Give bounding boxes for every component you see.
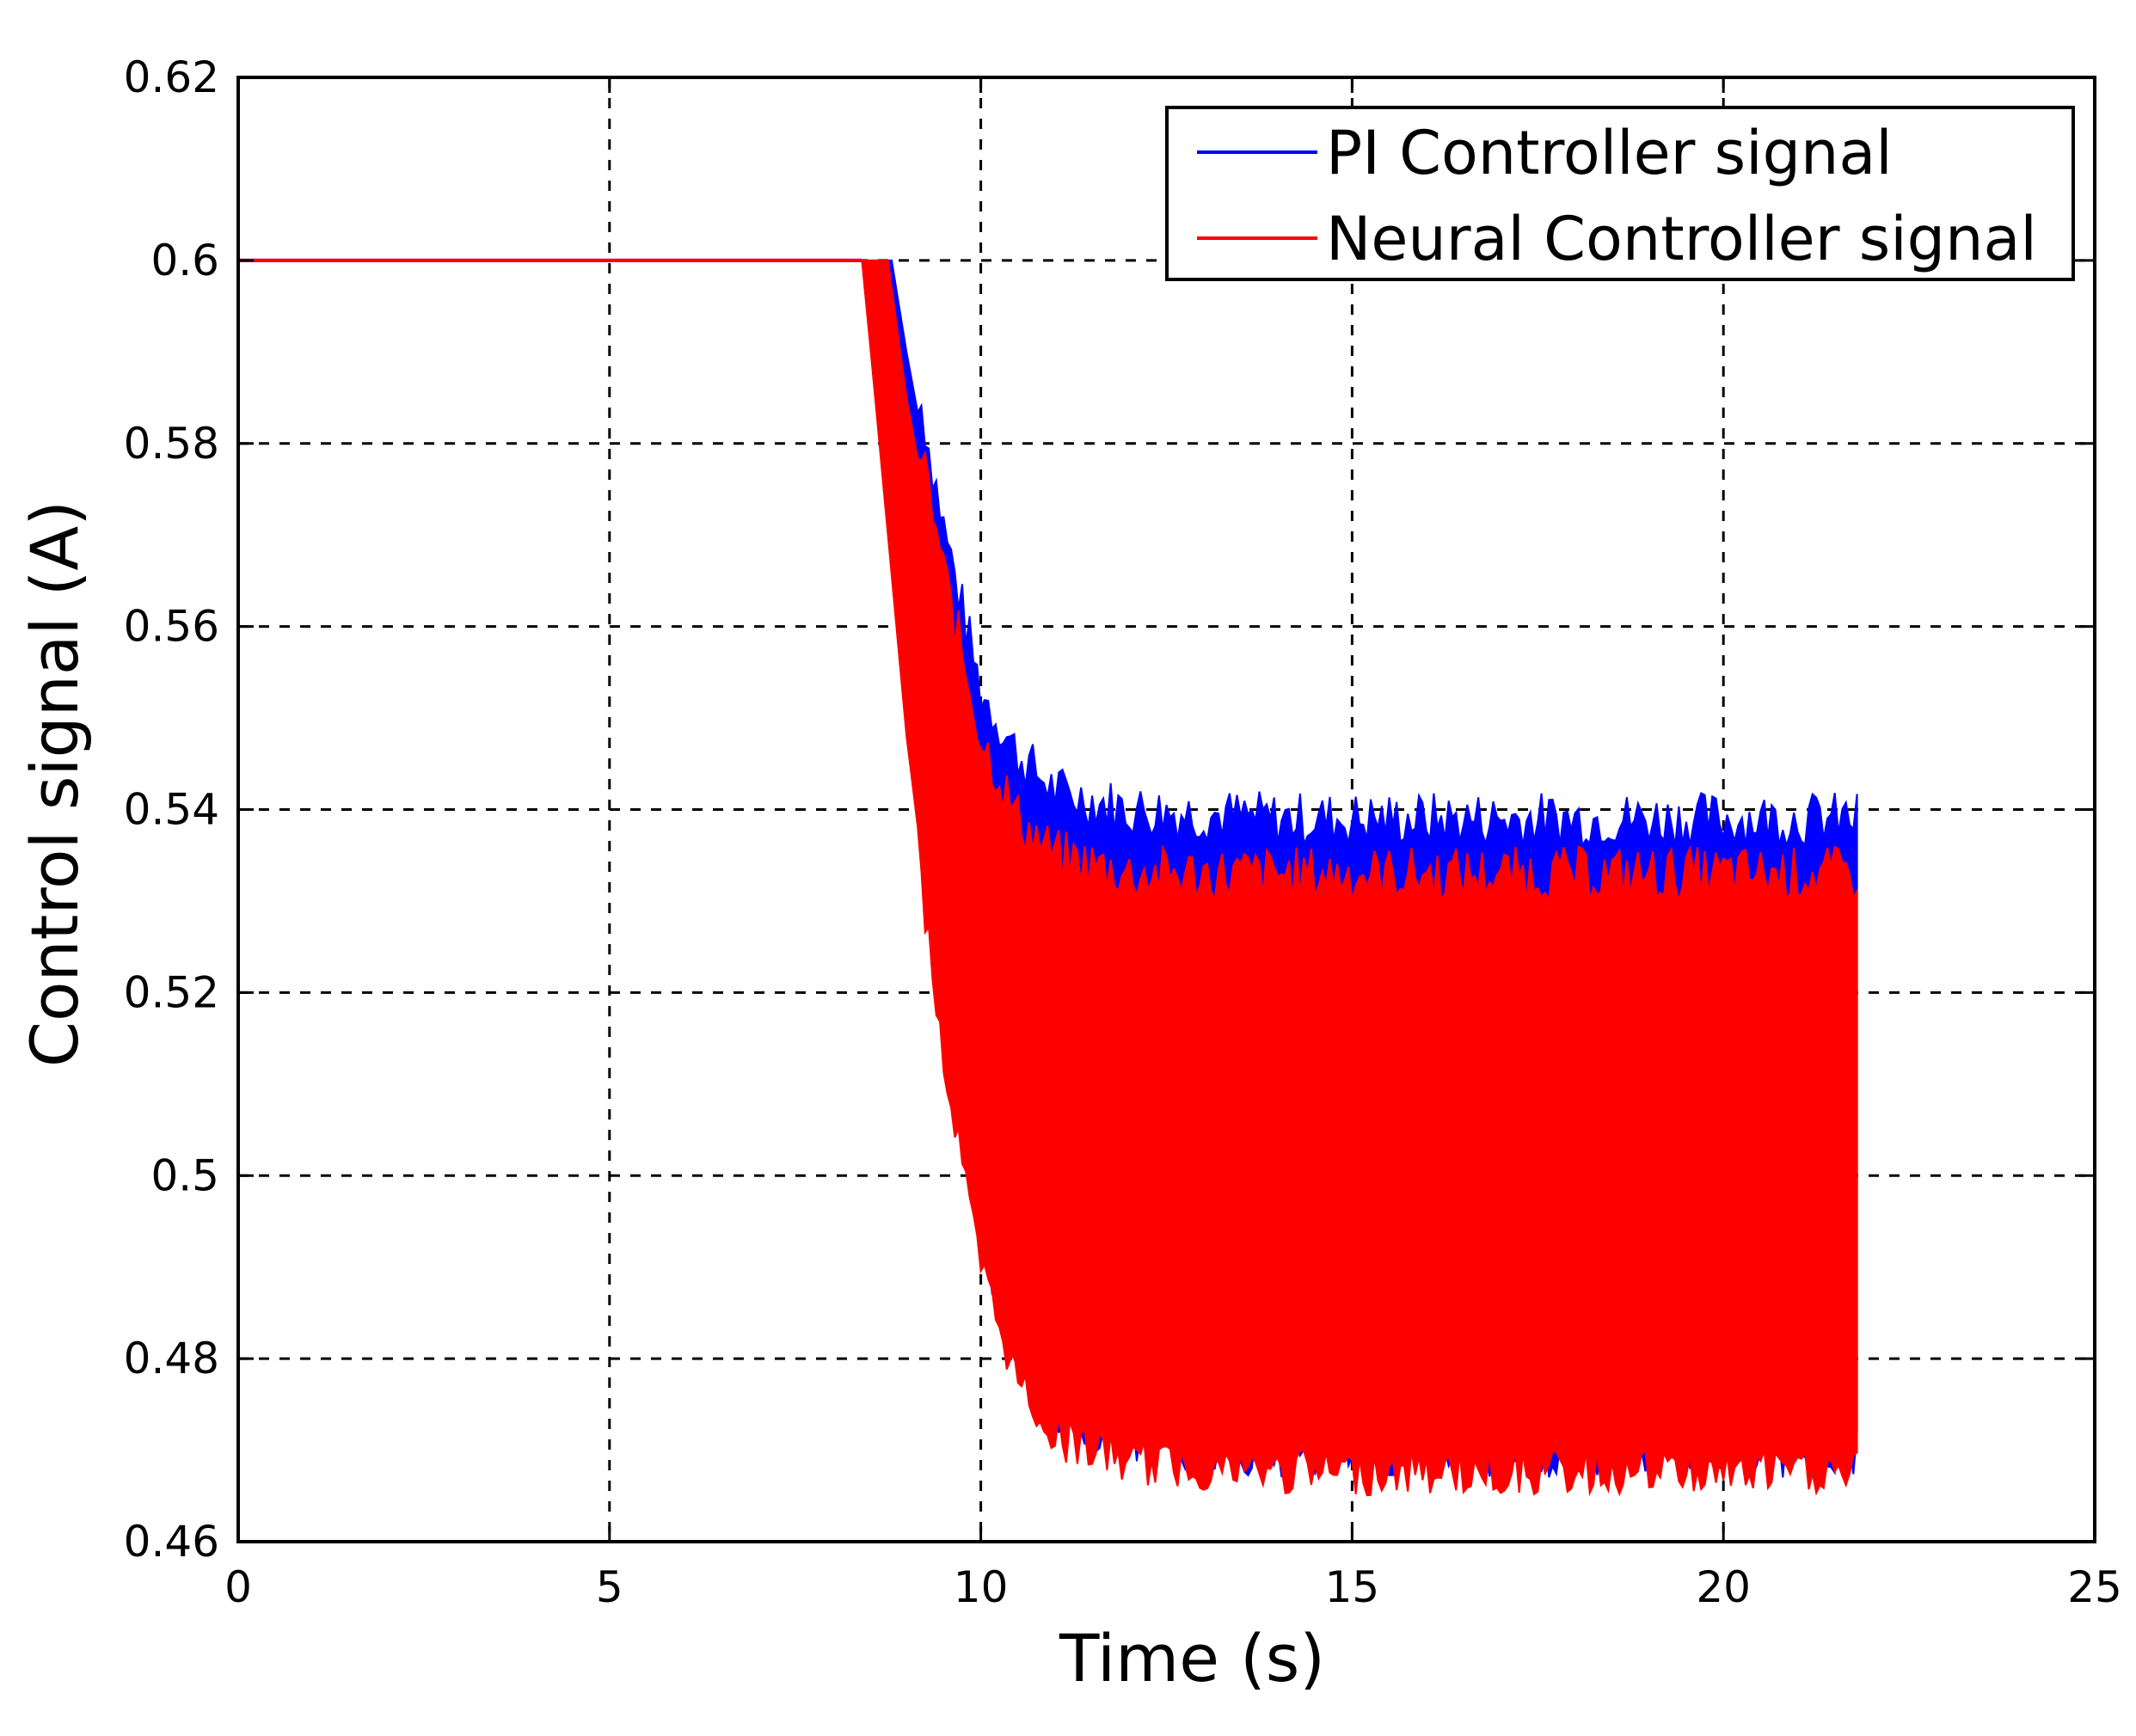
y-tick-label-0: 0.46 <box>124 1517 219 1567</box>
y-tick-label-7: 0.6 <box>150 236 219 285</box>
y-tick-label-5: 0.56 <box>124 602 219 652</box>
y-tick-label-6: 0.58 <box>124 419 219 469</box>
x-tick-label-4: 20 <box>1696 1562 1751 1612</box>
legend-box <box>1165 106 2075 281</box>
legend-label-neural: Neural Controller signal <box>1326 204 2037 274</box>
tick-labels: 0 5 10 15 20 25 0.46 0.48 0.5 0.52 0.54 0.56 0.58 0.6… <box>124 52 2122 1612</box>
legend-label-pi: PI Controller signal <box>1326 118 1893 188</box>
series-layer <box>238 258 1858 1497</box>
ticks <box>236 76 2096 1543</box>
x-tick-label-1: 5 <box>596 1562 623 1612</box>
legend: PI Controller signal Neural Controller s… <box>1165 106 2075 281</box>
x-axis-label: Time (s) <box>1059 1620 1325 1696</box>
x-tick-label-0: 0 <box>224 1562 252 1612</box>
y-tick-label-4: 0.54 <box>124 785 219 835</box>
x-tick-label-2: 10 <box>954 1562 1009 1612</box>
y-tick-label-2: 0.5 <box>150 1150 219 1200</box>
y-tick-label-3: 0.52 <box>124 967 219 1017</box>
y-tick-label-1: 0.48 <box>124 1334 219 1383</box>
series-oscillation-band <box>861 259 1858 1497</box>
series-neural <box>238 258 1858 1497</box>
x-tick-label-3: 15 <box>1325 1562 1380 1612</box>
y-tick-label-8: 0.62 <box>124 52 219 102</box>
y-axis-label: Control signal (A) <box>16 500 93 1067</box>
x-tick-label-5: 25 <box>2067 1562 2122 1612</box>
